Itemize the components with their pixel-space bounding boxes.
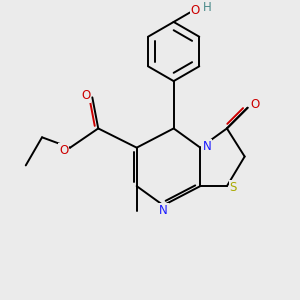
Text: O: O [59,144,68,157]
Text: S: S [230,181,237,194]
Text: N: N [202,140,211,153]
Text: N: N [159,204,168,217]
Text: H: H [203,1,212,13]
Text: O: O [81,89,90,102]
Text: O: O [250,98,260,111]
Text: O: O [190,4,200,16]
